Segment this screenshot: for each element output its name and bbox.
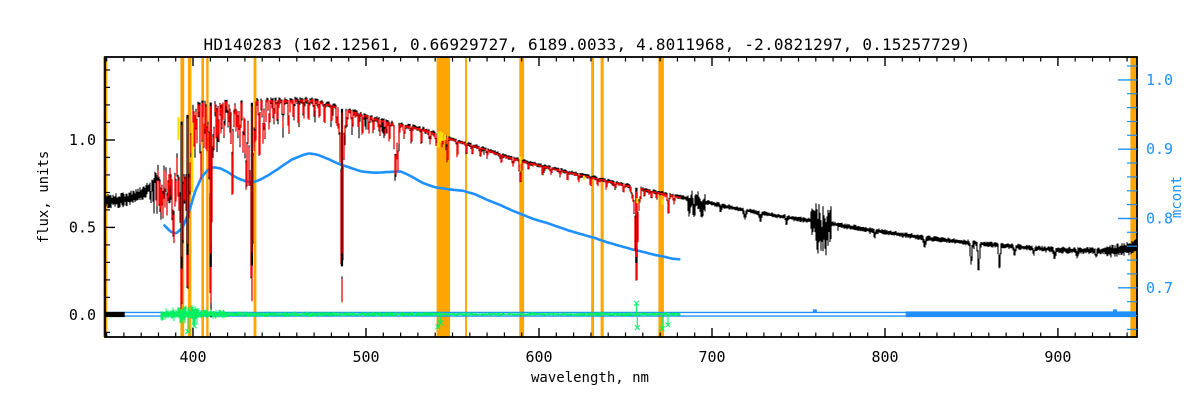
residual-x-marker <box>665 322 671 328</box>
clipped-point <box>636 198 639 204</box>
clipped-point <box>519 156 522 165</box>
mask-region <box>465 57 467 337</box>
y-right-tick-label: 0.8 <box>1146 210 1173 228</box>
mask-region <box>187 57 192 337</box>
y-right-tick-label: 0.7 <box>1146 279 1173 297</box>
residual-x-marker <box>435 324 441 330</box>
x-tick-label: 700 <box>698 348 725 366</box>
axes: 400 500 600 700 800 900 0.0 0.5 1.0 0.7 0.8 0.9 1.0 <box>69 56 1173 366</box>
mask-regions <box>103 57 1137 337</box>
x-tick-label: 400 <box>179 348 206 366</box>
deep-absorption-lines <box>180 102 638 269</box>
clipped-point <box>441 132 444 141</box>
mask-region <box>1130 57 1137 337</box>
clipped-point <box>661 199 664 205</box>
fit-spectrum-line <box>156 98 681 309</box>
residual-x-marker <box>185 328 191 335</box>
plot-frame <box>104 56 1138 338</box>
clipped-points <box>177 117 664 205</box>
clipped-point <box>439 131 442 143</box>
residual-x-marker <box>634 324 641 331</box>
mask-region <box>600 57 604 337</box>
y-left-tick-label: 1.0 <box>69 131 96 149</box>
y-axis-left-label: flux, units <box>36 151 52 244</box>
clipped-point <box>443 134 446 140</box>
mask-region <box>436 57 451 337</box>
x-tick-label: 900 <box>1044 348 1071 366</box>
mask-region <box>201 57 204 337</box>
fit-spectrum-series <box>156 98 681 309</box>
y-right-tick-label: 1.0 <box>1146 71 1173 89</box>
residual-x-marker <box>659 326 665 332</box>
residual-x-marker <box>633 300 640 306</box>
mask-region <box>591 57 594 337</box>
x-tick-label: 600 <box>525 348 552 366</box>
y-right-tick-label: 0.9 <box>1146 140 1173 158</box>
zero-line-bump <box>812 309 817 313</box>
residual-x-marker <box>438 320 444 326</box>
mask-region <box>253 57 257 337</box>
x-axis-label: wavelength, nm <box>531 370 649 386</box>
x-tick-label: 800 <box>871 348 898 366</box>
x-tick-label: 500 <box>352 348 379 366</box>
residual-line <box>160 305 681 325</box>
zero-band <box>905 311 1137 318</box>
mask-region <box>519 57 525 337</box>
mask-region <box>206 57 209 337</box>
y-left-tick-label: 0.5 <box>69 218 96 236</box>
clipped-point <box>582 175 586 180</box>
zero-line-bump <box>1113 309 1117 313</box>
clipped-point <box>191 122 194 193</box>
y-left-tick-label: 0.0 <box>69 306 96 324</box>
clipped-point <box>177 117 180 140</box>
mask-region <box>658 57 664 337</box>
residual-series <box>160 300 681 335</box>
plot-title: HD140283 (162.12561, 0.66929727, 6189.00… <box>204 35 971 54</box>
residual-x-marker <box>191 323 198 329</box>
clipped-point <box>437 132 440 148</box>
plot-layers: 400 500 600 700 800 900 0.0 0.5 1.0 0.7 0.8 0.9 1.0 <box>69 56 1173 366</box>
y-axis-right-label: mcont <box>1169 176 1185 218</box>
